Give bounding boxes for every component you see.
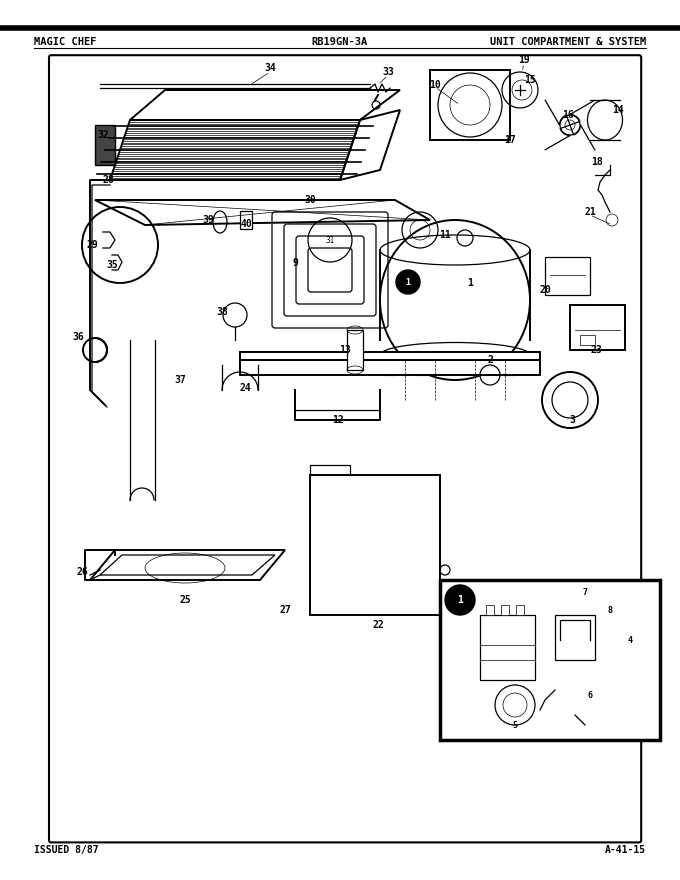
- Bar: [95, 125, 115, 165]
- Text: 14: 14: [612, 105, 624, 115]
- Text: 38: 38: [216, 307, 228, 317]
- Text: 5: 5: [513, 721, 517, 730]
- Text: 40: 40: [240, 219, 252, 229]
- Bar: [486, 605, 494, 615]
- Text: 7: 7: [583, 588, 588, 597]
- Text: 10: 10: [429, 80, 441, 90]
- Text: 18: 18: [591, 157, 603, 167]
- Bar: [555, 615, 595, 660]
- Text: 16: 16: [562, 110, 574, 120]
- Text: A-41-15: A-41-15: [605, 846, 646, 855]
- Text: 39: 39: [202, 215, 214, 225]
- Text: 22: 22: [372, 620, 384, 630]
- Text: 37: 37: [174, 375, 186, 385]
- Text: ISSUED 8/87: ISSUED 8/87: [34, 846, 99, 855]
- Bar: [570, 305, 625, 350]
- Text: 1: 1: [467, 278, 473, 288]
- Text: 31: 31: [325, 236, 335, 245]
- Text: 36: 36: [72, 332, 84, 342]
- Text: 30: 30: [304, 195, 316, 205]
- Text: 34: 34: [264, 63, 276, 73]
- Bar: [414, 360, 426, 375]
- Circle shape: [445, 585, 475, 615]
- Text: 28: 28: [102, 175, 114, 185]
- Bar: [580, 335, 595, 345]
- Text: 33: 33: [382, 67, 394, 77]
- Text: 25: 25: [179, 595, 191, 605]
- Bar: [480, 615, 535, 680]
- Text: 29: 29: [86, 240, 98, 250]
- Text: 13: 13: [339, 345, 351, 355]
- Bar: [310, 475, 440, 615]
- Text: 1: 1: [457, 595, 463, 605]
- Text: 26: 26: [76, 567, 88, 577]
- Text: RB19GN-3A: RB19GN-3A: [312, 37, 368, 47]
- Text: 9: 9: [292, 258, 298, 268]
- Circle shape: [396, 270, 420, 294]
- Text: 1: 1: [405, 277, 411, 287]
- Bar: [516, 605, 524, 615]
- Text: 3: 3: [569, 415, 575, 425]
- Text: 12: 12: [332, 415, 344, 425]
- Text: UNIT COMPARTMENT & SYSTEM: UNIT COMPARTMENT & SYSTEM: [490, 37, 646, 47]
- Text: 21: 21: [584, 207, 596, 217]
- Text: 27: 27: [279, 605, 291, 615]
- Text: 11: 11: [439, 230, 451, 240]
- Text: 23: 23: [590, 345, 602, 355]
- Text: 6: 6: [588, 691, 592, 700]
- Text: 20: 20: [539, 285, 551, 295]
- Bar: [545, 257, 590, 295]
- Bar: [240, 352, 540, 360]
- Bar: [240, 211, 252, 229]
- Bar: [430, 70, 510, 140]
- Text: 24: 24: [239, 383, 251, 393]
- Bar: [240, 360, 540, 375]
- Text: 8: 8: [607, 605, 613, 614]
- Bar: [440, 580, 660, 740]
- Bar: [474, 360, 486, 375]
- Text: 17: 17: [504, 135, 516, 145]
- Text: 15: 15: [524, 75, 536, 85]
- Bar: [504, 360, 516, 375]
- Text: 2: 2: [487, 355, 493, 365]
- Text: 35: 35: [106, 260, 118, 270]
- Text: MAGIC CHEF: MAGIC CHEF: [34, 37, 97, 47]
- Text: 4: 4: [628, 635, 632, 644]
- Text: 32: 32: [97, 130, 109, 140]
- Bar: [347, 330, 363, 370]
- FancyBboxPatch shape: [49, 55, 641, 842]
- Bar: [501, 605, 509, 615]
- Bar: [384, 360, 396, 375]
- Text: 19: 19: [518, 55, 530, 65]
